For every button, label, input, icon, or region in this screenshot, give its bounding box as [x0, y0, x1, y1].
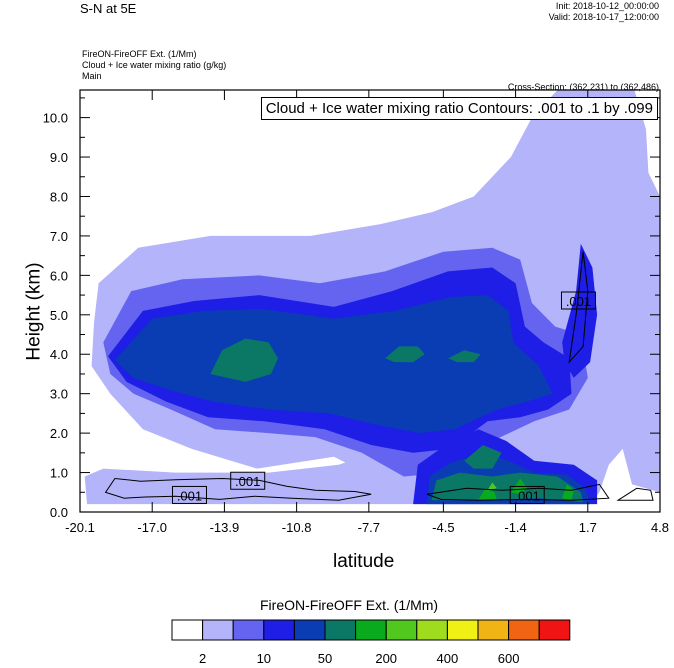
plot-frame — [79, 89, 661, 513]
y-tick-label: 9.0 — [50, 150, 68, 165]
tick-layer: -20.1 -17.0 -13.9 -10.8 -7.7 -4.5 -1.4 1.7 4.8 0.… — [43, 90, 669, 535]
contour-line-0 — [104, 477, 372, 501]
colorbar-label: 400 — [437, 651, 459, 666]
y-tick-label: 6.0 — [50, 268, 68, 283]
plot-title: S-N at 5E — [80, 1, 137, 16]
contour-label: .001 — [230, 471, 266, 490]
shading-region-13 — [478, 488, 497, 501]
colorbar-label: 200 — [375, 651, 397, 666]
contour-line-3 — [616, 487, 654, 501]
contour-label: .001 — [171, 485, 207, 504]
x-tick-label: -4.5 — [432, 520, 454, 535]
x-axis-label: latitude — [333, 551, 395, 572]
shading-region-9 — [385, 346, 425, 363]
y-tick-label: 4.0 — [50, 347, 68, 362]
svg-text:.001: .001 — [566, 294, 591, 309]
x-tick-label: 4.8 — [651, 520, 669, 535]
shading-region-6 — [114, 295, 553, 434]
shading-region-16 — [487, 482, 497, 491]
contour-line-1 — [426, 483, 610, 501]
colorbar-swatch — [508, 619, 540, 641]
y-tick-label: 5.0 — [50, 308, 68, 323]
x-tick-label: -17.0 — [137, 520, 167, 535]
valid-time: Valid: 2018-10-17_12:00:00 — [548, 12, 659, 22]
shading-region-4 — [562, 243, 598, 378]
colorbar-swatch — [293, 619, 326, 641]
y-tick-label: 7.0 — [50, 229, 68, 244]
colorbar-swatch — [202, 619, 234, 641]
colorbar-swatch — [171, 619, 204, 641]
colorbar-label: 10 — [257, 651, 271, 666]
svg-text:.001: .001 — [177, 488, 202, 503]
y-tick-label: 1.0 — [50, 466, 68, 481]
shading-region-10 — [448, 350, 481, 363]
cross-section-label: Cross-Section: (362,231) to (362,486) — [507, 82, 659, 92]
colorbar-label: 600 — [498, 651, 520, 666]
shading-region-8 — [210, 338, 278, 382]
contour-layer — [104, 251, 654, 501]
init-time: Init: 2018-10-12_00:00:00 — [555, 1, 659, 11]
shading-region-15 — [562, 484, 574, 501]
y-axis-label: Height (km) — [23, 262, 45, 361]
y-tick-label: 8.0 — [50, 189, 68, 204]
colorbar-swatch — [355, 619, 387, 641]
colorbar-swatch — [263, 619, 295, 641]
contour-label: .001 — [509, 485, 545, 504]
colorbar-swatch — [446, 619, 479, 641]
x-tick-label: -1.4 — [504, 520, 526, 535]
y-tick-label: 3.0 — [50, 387, 68, 402]
y-tick-label: 0.0 — [50, 505, 68, 520]
colorbar-swatch — [385, 619, 418, 641]
colorbar-swatch — [416, 619, 448, 641]
contour-label: .001 — [560, 291, 596, 310]
chart-title: Cloud + Ice water mixing ratio Contours:… — [260, 97, 658, 120]
colorbar-label: 2 — [199, 651, 206, 666]
contour-line-2 — [568, 251, 589, 364]
field-main-label: Main — [82, 71, 102, 81]
shading-layer — [84, 90, 660, 505]
x-tick-label: -7.7 — [358, 520, 380, 535]
x-tick-label: -10.8 — [282, 520, 312, 535]
colorbar-swatch — [324, 619, 357, 641]
field-cloud-label: Cloud + Ice water mixing ratio (g/kg) — [82, 60, 227, 70]
colorbar: 2 10 50 200 400 600 — [171, 619, 571, 666]
field-ext-label: FireON-FireOFF Ext. (1/Mm) — [82, 49, 197, 59]
x-tick-label: -20.1 — [65, 520, 95, 535]
x-tick-label: 1.7 — [579, 520, 597, 535]
y-tick-label: 10.0 — [43, 111, 68, 126]
svg-text:.001: .001 — [235, 474, 260, 489]
colorbar-title: FireON-FireOFF Ext. (1/Mm) — [260, 597, 439, 613]
colorbar-label: 50 — [318, 651, 332, 666]
contour-label-layer: .001 .001 .001 .001 — [171, 291, 596, 504]
shading-region-12 — [431, 472, 584, 503]
colorbar-swatch — [538, 619, 571, 641]
x-tick-label: -13.9 — [210, 520, 240, 535]
y-tick-label: 2.0 — [50, 426, 68, 441]
shading-region-11 — [464, 445, 502, 469]
colorbar-swatch — [232, 619, 265, 641]
svg-text:.001: .001 — [515, 488, 540, 503]
colorbar-swatch — [477, 619, 510, 641]
